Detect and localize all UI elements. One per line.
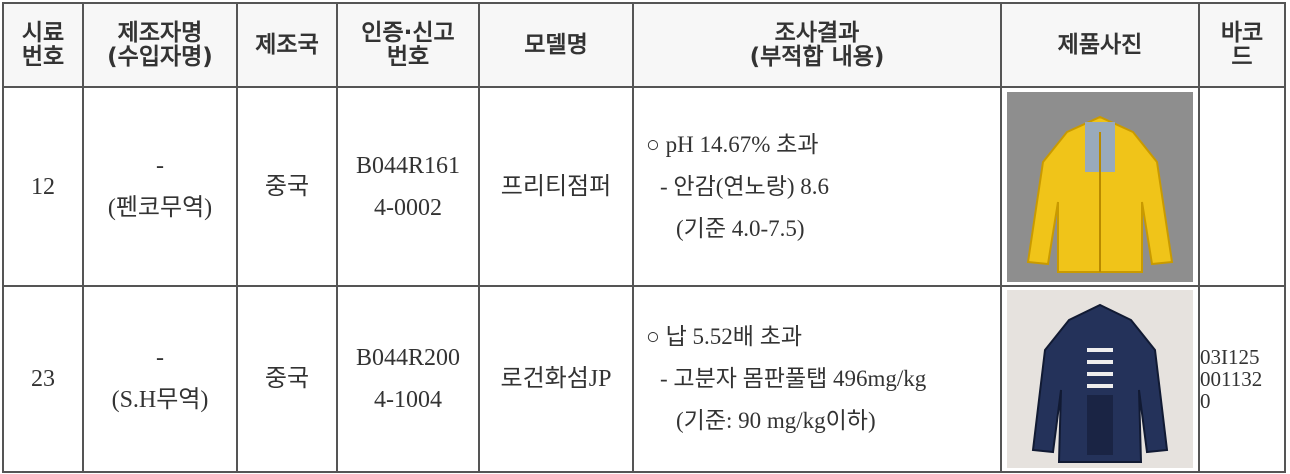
text: (기준: 90 mg/kg이하) [646, 400, 1000, 442]
header-text: 조사결과 [634, 21, 1000, 45]
cell [1199, 87, 1285, 286]
header-cell: 제조자명(수입자명) [83, 3, 237, 87]
photo-cell [1001, 87, 1199, 286]
cell: 로건화섬JP [479, 286, 633, 472]
text: 03I125 [1200, 346, 1284, 368]
cell: -(펜코무역) [83, 87, 237, 286]
text: 001132 [1200, 368, 1284, 390]
header-text: 드 [1200, 45, 1284, 69]
cell: ○ pH 14.67% 초과- 안감(연노랑) 8.6(기준 4.0-7.5) [633, 87, 1001, 286]
header-text: 시료 [4, 21, 82, 45]
header-cell: 제조국 [237, 3, 337, 87]
header-cell: 모델명 [479, 3, 633, 87]
text: (S.H무역) [84, 379, 236, 421]
cell: -(S.H무역) [83, 286, 237, 472]
text: (펜코무역) [84, 187, 236, 229]
cell: ○ 납 5.52배 초과- 고분자 몸판풀탭 496mg/kg(기준: 90 m… [633, 286, 1001, 472]
cell: 중국 [237, 87, 337, 286]
header-text: 바코 [1200, 21, 1284, 45]
text: 0 [1200, 390, 1284, 412]
header-text: 인증·신고 [338, 21, 478, 45]
text: ○ 납 5.52배 초과 [646, 316, 1000, 358]
header-cell: 조사결과(부적합 내용) [633, 3, 1001, 87]
product-photo [1007, 290, 1193, 468]
header-text: 제품사진 [1002, 33, 1198, 57]
text: - [84, 145, 236, 187]
header-text: 제조국 [238, 33, 336, 57]
text: - 안감(연노랑) 8.6 [646, 166, 1000, 208]
product-photo [1007, 92, 1193, 282]
cell: 프리티점퍼 [479, 87, 633, 286]
header-text: 모델명 [480, 33, 632, 57]
header-text: (수입자명) [84, 45, 236, 69]
text: ○ pH 14.67% 초과 [646, 124, 1000, 166]
page: 시료번호제조자명(수입자명)제조국인증·신고번호모델명조사결과(부적합 내용)제… [0, 0, 1290, 474]
cell: 23 [3, 286, 83, 472]
text: (기준 4.0-7.5) [646, 208, 1000, 250]
photo-cell [1001, 286, 1199, 472]
header-text: 제조자명 [84, 21, 236, 45]
text: 4-1004 [338, 379, 478, 421]
header-text: 번호 [338, 45, 478, 69]
text: - 고분자 몸판풀탭 496mg/kg [646, 358, 1000, 400]
header-text: (부적합 내용) [634, 45, 1000, 69]
text: - [84, 337, 236, 379]
header-text: 번호 [4, 45, 82, 69]
cell: 12 [3, 87, 83, 286]
text: B044R200 [338, 337, 478, 379]
table: 시료번호제조자명(수입자명)제조국인증·신고번호모델명조사결과(부적합 내용)제… [2, 2, 1286, 473]
header-cell: 제품사진 [1001, 3, 1199, 87]
text: 4-0002 [338, 187, 478, 229]
text: B044R161 [338, 145, 478, 187]
cell: 중국 [237, 286, 337, 472]
